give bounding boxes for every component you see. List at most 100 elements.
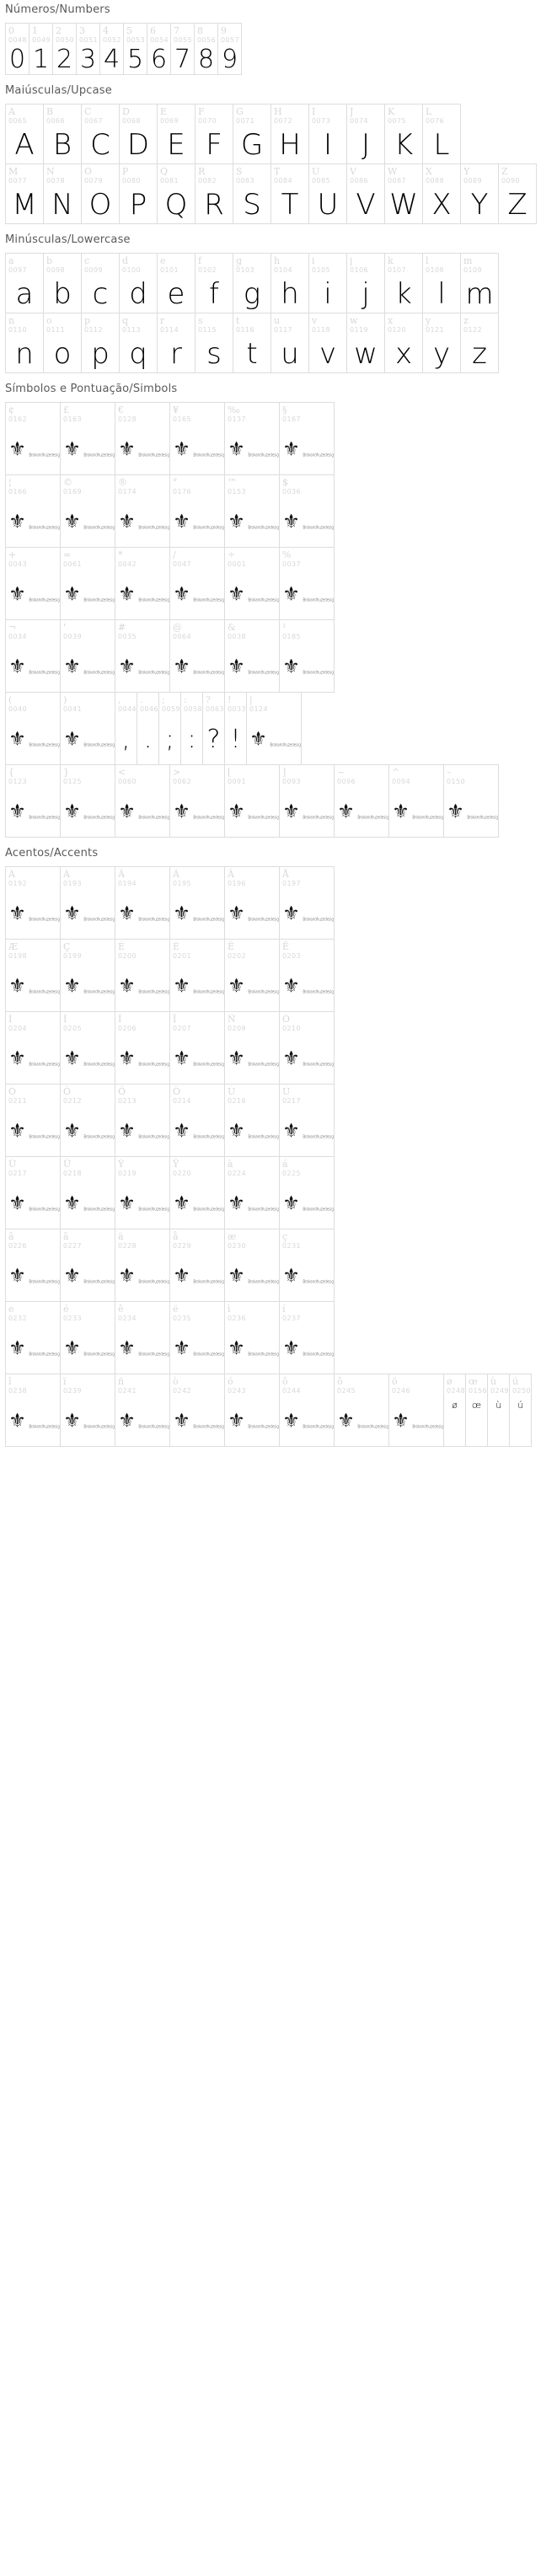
glyph-cell[interactable]: ø 0248 ø <box>443 1374 466 1447</box>
glyph-cell[interactable]: i 0105 i <box>308 253 347 313</box>
glyph-cell[interactable]: b 0098 b <box>43 253 82 313</box>
glyph-cell[interactable]: j 0106 j <box>346 253 385 313</box>
glyph-cell[interactable]: [0091 ⚜ Brokandhuzedesign <box>224 764 280 838</box>
glyph-cell[interactable]: f 0102 f <box>195 253 233 313</box>
glyph-cell[interactable]: I 0073 I <box>308 104 347 164</box>
glyph-cell[interactable]: ° 0176 ⚜ Brokandhuzedesign <box>169 474 225 548</box>
glyph-cell[interactable]: Æ 0198 ⚜ Brokandhuzedesign <box>5 939 61 1012</box>
glyph-cell[interactable]: õ 0245 ⚜ Brokandhuzedesign <box>334 1374 389 1447</box>
glyph-cell[interactable]: ! 0033! <box>224 692 247 765</box>
glyph-cell[interactable]: ò 0242 ⚜ Brokandhuzedesign <box>169 1374 225 1447</box>
glyph-cell[interactable]: W 0087 W <box>384 163 423 224</box>
glyph-cell[interactable]: –0150 ⚜ Brokandhuzedesign <box>443 764 499 838</box>
glyph-cell[interactable]: p 0112 p <box>81 313 120 373</box>
glyph-cell[interactable]: £0163 ⚜ Brokandhuzedesign <box>60 402 115 475</box>
glyph-cell[interactable]: Ä 0196 ⚜ Brokandhuzedesign <box>224 866 280 940</box>
glyph-cell[interactable]: Q 0081 Q <box>157 163 195 224</box>
glyph-cell[interactable]: T 0084 T <box>270 163 309 224</box>
glyph-cell[interactable]: R 0082 R <box>195 163 233 224</box>
glyph-cell[interactable]: ö 0246 ⚜ Brokandhuzedesign <box>388 1374 444 1447</box>
glyph-cell[interactable]: ú 0250 ú <box>509 1374 532 1447</box>
glyph-cell[interactable]: , 0044, <box>115 692 137 765</box>
glyph-cell[interactable]: <0060 ⚜ Brokandhuzedesign <box>115 764 170 838</box>
glyph-cell[interactable]: 4 0052 4 <box>99 23 124 75</box>
glyph-cell[interactable]: ã 0227 ⚜ Brokandhuzedesign <box>60 1229 115 1302</box>
glyph-cell[interactable]: Ñ 0209 ⚜ Brokandhuzedesign <box>224 1011 280 1084</box>
glyph-cell[interactable]: v 0118 v <box>308 313 347 373</box>
glyph-cell[interactable]: 1 0049 1 <box>29 23 53 75</box>
glyph-cell[interactable]: k 0107 k <box>384 253 423 313</box>
glyph-cell[interactable]: L 0076 L <box>422 104 461 164</box>
glyph-cell[interactable]: l 0108 l <box>422 253 461 313</box>
glyph-cell[interactable]: © 0169 ⚜ Brokandhuzedesign <box>60 474 115 548</box>
glyph-cell[interactable]: 6 0054 6 <box>147 23 171 75</box>
glyph-cell[interactable]: Ê 0202 ⚜ Brokandhuzedesign <box>224 939 280 1012</box>
glyph-cell[interactable]: î 0238 ⚜ Brokandhuzedesign <box>5 1374 61 1447</box>
glyph-cell[interactable]: Ã 0195 ⚜ Brokandhuzedesign <box>169 866 225 940</box>
glyph-cell[interactable]: ] 0093 ⚜ Brokandhuzedesign <box>279 764 335 838</box>
glyph-cell[interactable]: Ë 0203 ⚜ Brokandhuzedesign <box>279 939 335 1012</box>
glyph-cell[interactable]: a 0097 a <box>5 253 44 313</box>
glyph-cell[interactable]: u 0117 u <box>270 313 309 373</box>
glyph-cell[interactable]: Î 0206 ⚜ Brokandhuzedesign <box>115 1011 170 1084</box>
glyph-cell[interactable]: o 0111 o <box>43 313 82 373</box>
glyph-cell[interactable]: €0128 ⚜ Brokandhuzedesign <box>115 402 170 475</box>
glyph-cell[interactable]: ' 0039 ⚜ Brokandhuzedesign <box>60 619 115 693</box>
glyph-cell[interactable]: ó 0243 ⚜ Brokandhuzedesign <box>224 1374 280 1447</box>
glyph-cell[interactable]: Û 0217 ⚜ Brokandhuzedesign <box>5 1156 61 1229</box>
glyph-cell[interactable]: ñ 0241 ⚜ Brokandhuzedesign <box>115 1374 170 1447</box>
glyph-cell[interactable]: V 0086 V <box>346 163 385 224</box>
glyph-cell[interactable]: Å 0197 ⚜ Brokandhuzedesign <box>279 866 335 940</box>
glyph-cell[interactable]: ê 0234 ⚜ Brokandhuzedesign <box>115 1301 170 1374</box>
glyph-cell[interactable]: #0035 ⚜ Brokandhuzedesign <box>115 619 170 693</box>
glyph-cell[interactable]: Ï 0207 ⚜ Brokandhuzedesign <box>169 1011 225 1084</box>
glyph-cell[interactable]: . 0046. <box>137 692 159 765</box>
glyph-cell[interactable]: :0058: <box>180 692 203 765</box>
glyph-cell[interactable]: Â 0194 ⚜ Brokandhuzedesign <box>115 866 170 940</box>
glyph-cell[interactable]: U 0085 U <box>308 163 347 224</box>
glyph-cell[interactable]: ¬ 0034 ⚜ Brokandhuzedesign <box>5 619 61 693</box>
glyph-cell[interactable]: +0043 ⚜ Brokandhuzedesign <box>5 547 61 620</box>
glyph-cell[interactable]: N 0078 N <box>43 163 82 224</box>
glyph-cell[interactable]: ¥0165 ⚜ Brokandhuzedesign <box>169 402 225 475</box>
glyph-cell[interactable]: ¢ 0162 ⚜ Brokandhuzedesign <box>5 402 61 475</box>
glyph-cell[interactable]: å 0229 ⚜ Brokandhuzedesign <box>169 1229 225 1302</box>
glyph-cell[interactable]: S 0083 S <box>233 163 271 224</box>
glyph-cell[interactable]: Ó 0211 ⚜ Brokandhuzedesign <box>5 1084 61 1157</box>
glyph-cell[interactable]: Ì 0204 ⚜ Brokandhuzedesign <box>5 1011 61 1084</box>
glyph-cell[interactable]: Ý 0219 ⚜ Brokandhuzedesign <box>115 1156 170 1229</box>
glyph-cell[interactable]: ® 0174 ⚜ Brokandhuzedesign <box>115 474 170 548</box>
glyph-cell[interactable]: y 0121 y <box>422 313 461 373</box>
glyph-cell[interactable]: m 0109 m <box>460 253 499 313</box>
glyph-cell[interactable]: ¦ 0166 ⚜ Brokandhuzedesign <box>5 474 61 548</box>
glyph-cell[interactable]: Z 0090 Z <box>498 163 537 224</box>
glyph-cell[interactable]: 5 0053 5 <box>123 23 147 75</box>
glyph-cell[interactable]: | 0124 ⚜ Brokandhuzedesign <box>246 692 302 765</box>
glyph-cell[interactable]: E 0069 E <box>157 104 195 164</box>
glyph-cell[interactable]: 3 0051 3 <box>76 23 100 75</box>
glyph-cell[interactable]: œ 0156 œ <box>465 1374 488 1447</box>
glyph-cell[interactable]: ™ 0153 ⚜ Brokandhuzedesign <box>224 474 280 548</box>
glyph-cell[interactable]: H 0072 H <box>270 104 309 164</box>
glyph-cell[interactable]: ä 0228 ⚜ Brokandhuzedesign <box>115 1229 170 1302</box>
glyph-cell[interactable]: g 0103 g <box>233 253 271 313</box>
glyph-cell[interactable]: 2 0050 2 <box>52 23 77 75</box>
glyph-cell[interactable]: ~0096 ⚜ Brokandhuzedesign <box>334 764 389 838</box>
glyph-cell[interactable]: Ç 0199 ⚜ Brokandhuzedesign <box>60 939 115 1012</box>
glyph-cell[interactable]: é 0233 ⚜ Brokandhuzedesign <box>60 1301 115 1374</box>
glyph-cell[interactable]: í 0237 ⚜ Brokandhuzedesign <box>279 1301 335 1374</box>
glyph-cell[interactable]: h 0104 h <box>270 253 309 313</box>
glyph-cell[interactable]: ï 0239 ⚜ Brokandhuzedesign <box>60 1374 115 1447</box>
glyph-cell[interactable]: Ô 0212 ⚜ Brokandhuzedesign <box>60 1084 115 1157</box>
glyph-cell[interactable]: Ù 0216 ⚜ Brokandhuzedesign <box>224 1084 280 1157</box>
glyph-cell[interactable]: È 0200 ⚜ Brokandhuzedesign <box>115 939 170 1012</box>
glyph-cell[interactable]: C 0067 C <box>81 104 120 164</box>
glyph-cell[interactable]: {0123 ⚜ Brokandhuzedesign <box>5 764 61 838</box>
glyph-cell[interactable]: Ÿ 0220 ⚜ Brokandhuzedesign <box>169 1156 225 1229</box>
glyph-cell[interactable]: * 0042 ⚜ Brokandhuzedesign <box>115 547 170 620</box>
glyph-cell[interactable]: % 0037 ⚜ Brokandhuzedesign <box>279 547 335 620</box>
glyph-cell[interactable]: Ö 0214 ⚜ Brokandhuzedesign <box>169 1084 225 1157</box>
glyph-cell[interactable]: Y 0089 Y <box>460 163 499 224</box>
glyph-cell[interactable]: â 0226 ⚜ Brokandhuzedesign <box>5 1229 61 1302</box>
glyph-cell[interactable]: P 0080 P <box>119 163 158 224</box>
